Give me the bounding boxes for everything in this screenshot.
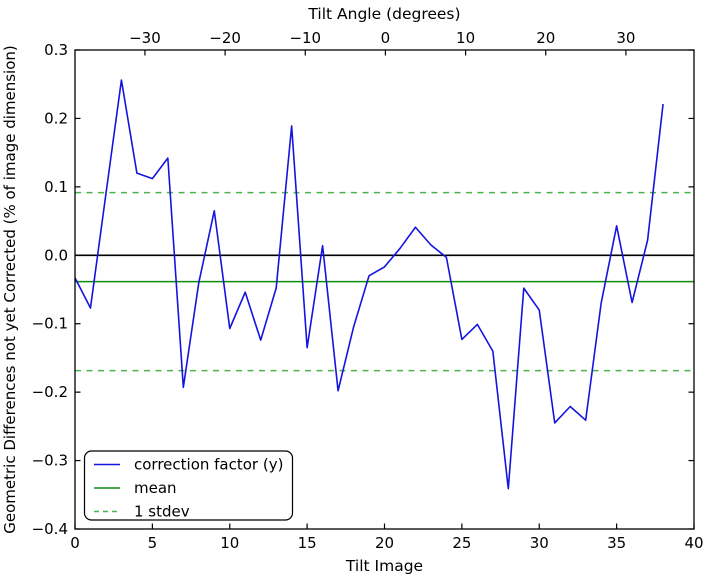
legend-label-correction-factor: correction factor (y) [134, 456, 283, 474]
legend: correction factor (y) mean 1 stdev [83, 450, 294, 521]
x-tick-label: 10 [220, 534, 239, 552]
legend-label-mean: mean [134, 479, 177, 497]
top-tick-label: −20 [209, 29, 241, 47]
x-tick-label: 0 [70, 534, 80, 552]
y-tick-label: −0.3 [32, 452, 68, 470]
x-tick-label: 25 [452, 534, 471, 552]
top-tick-label: 0 [381, 29, 391, 47]
top-tick-label: 20 [536, 29, 555, 47]
x-tick-label: 20 [375, 534, 394, 552]
y-tick-label: 0.2 [44, 109, 68, 127]
plot-area: 0 5 10 15 20 25 30 35 40 0.3 0.2 0.1 0.0 −0.1 −0.2 −0.3… [32, 29, 704, 552]
top-axis-title: Tilt Angle (degrees) [307, 5, 460, 23]
y-tick-label: −0.4 [32, 520, 68, 538]
y-tick-label: 0.0 [44, 246, 68, 264]
y-tick-label: −0.1 [32, 315, 68, 333]
x-tick-label: 30 [530, 534, 549, 552]
x-tick-label: 5 [148, 534, 158, 552]
top-tick-label: −10 [289, 29, 321, 47]
y-tick-label: −0.2 [32, 383, 68, 401]
legend-label-stdev: 1 stdev [134, 503, 190, 521]
x-tick-label: 35 [607, 534, 626, 552]
legend-box [83, 450, 294, 521]
series-correction-factor-(y) [74, 79, 664, 490]
top-tick-label: 10 [456, 29, 475, 47]
x-tick-label: 15 [298, 534, 317, 552]
top-tick-label: 30 [616, 29, 635, 47]
y-tick-label: 0.1 [44, 178, 68, 196]
y-tick-label: 0.3 [44, 41, 68, 59]
x-tick-label: 40 [684, 534, 703, 552]
x-axis-label: Tilt Image [345, 557, 423, 575]
y-axis-label: Geometric Differences not yet Corrected … [1, 45, 19, 534]
top-tick-label: −30 [129, 29, 161, 47]
